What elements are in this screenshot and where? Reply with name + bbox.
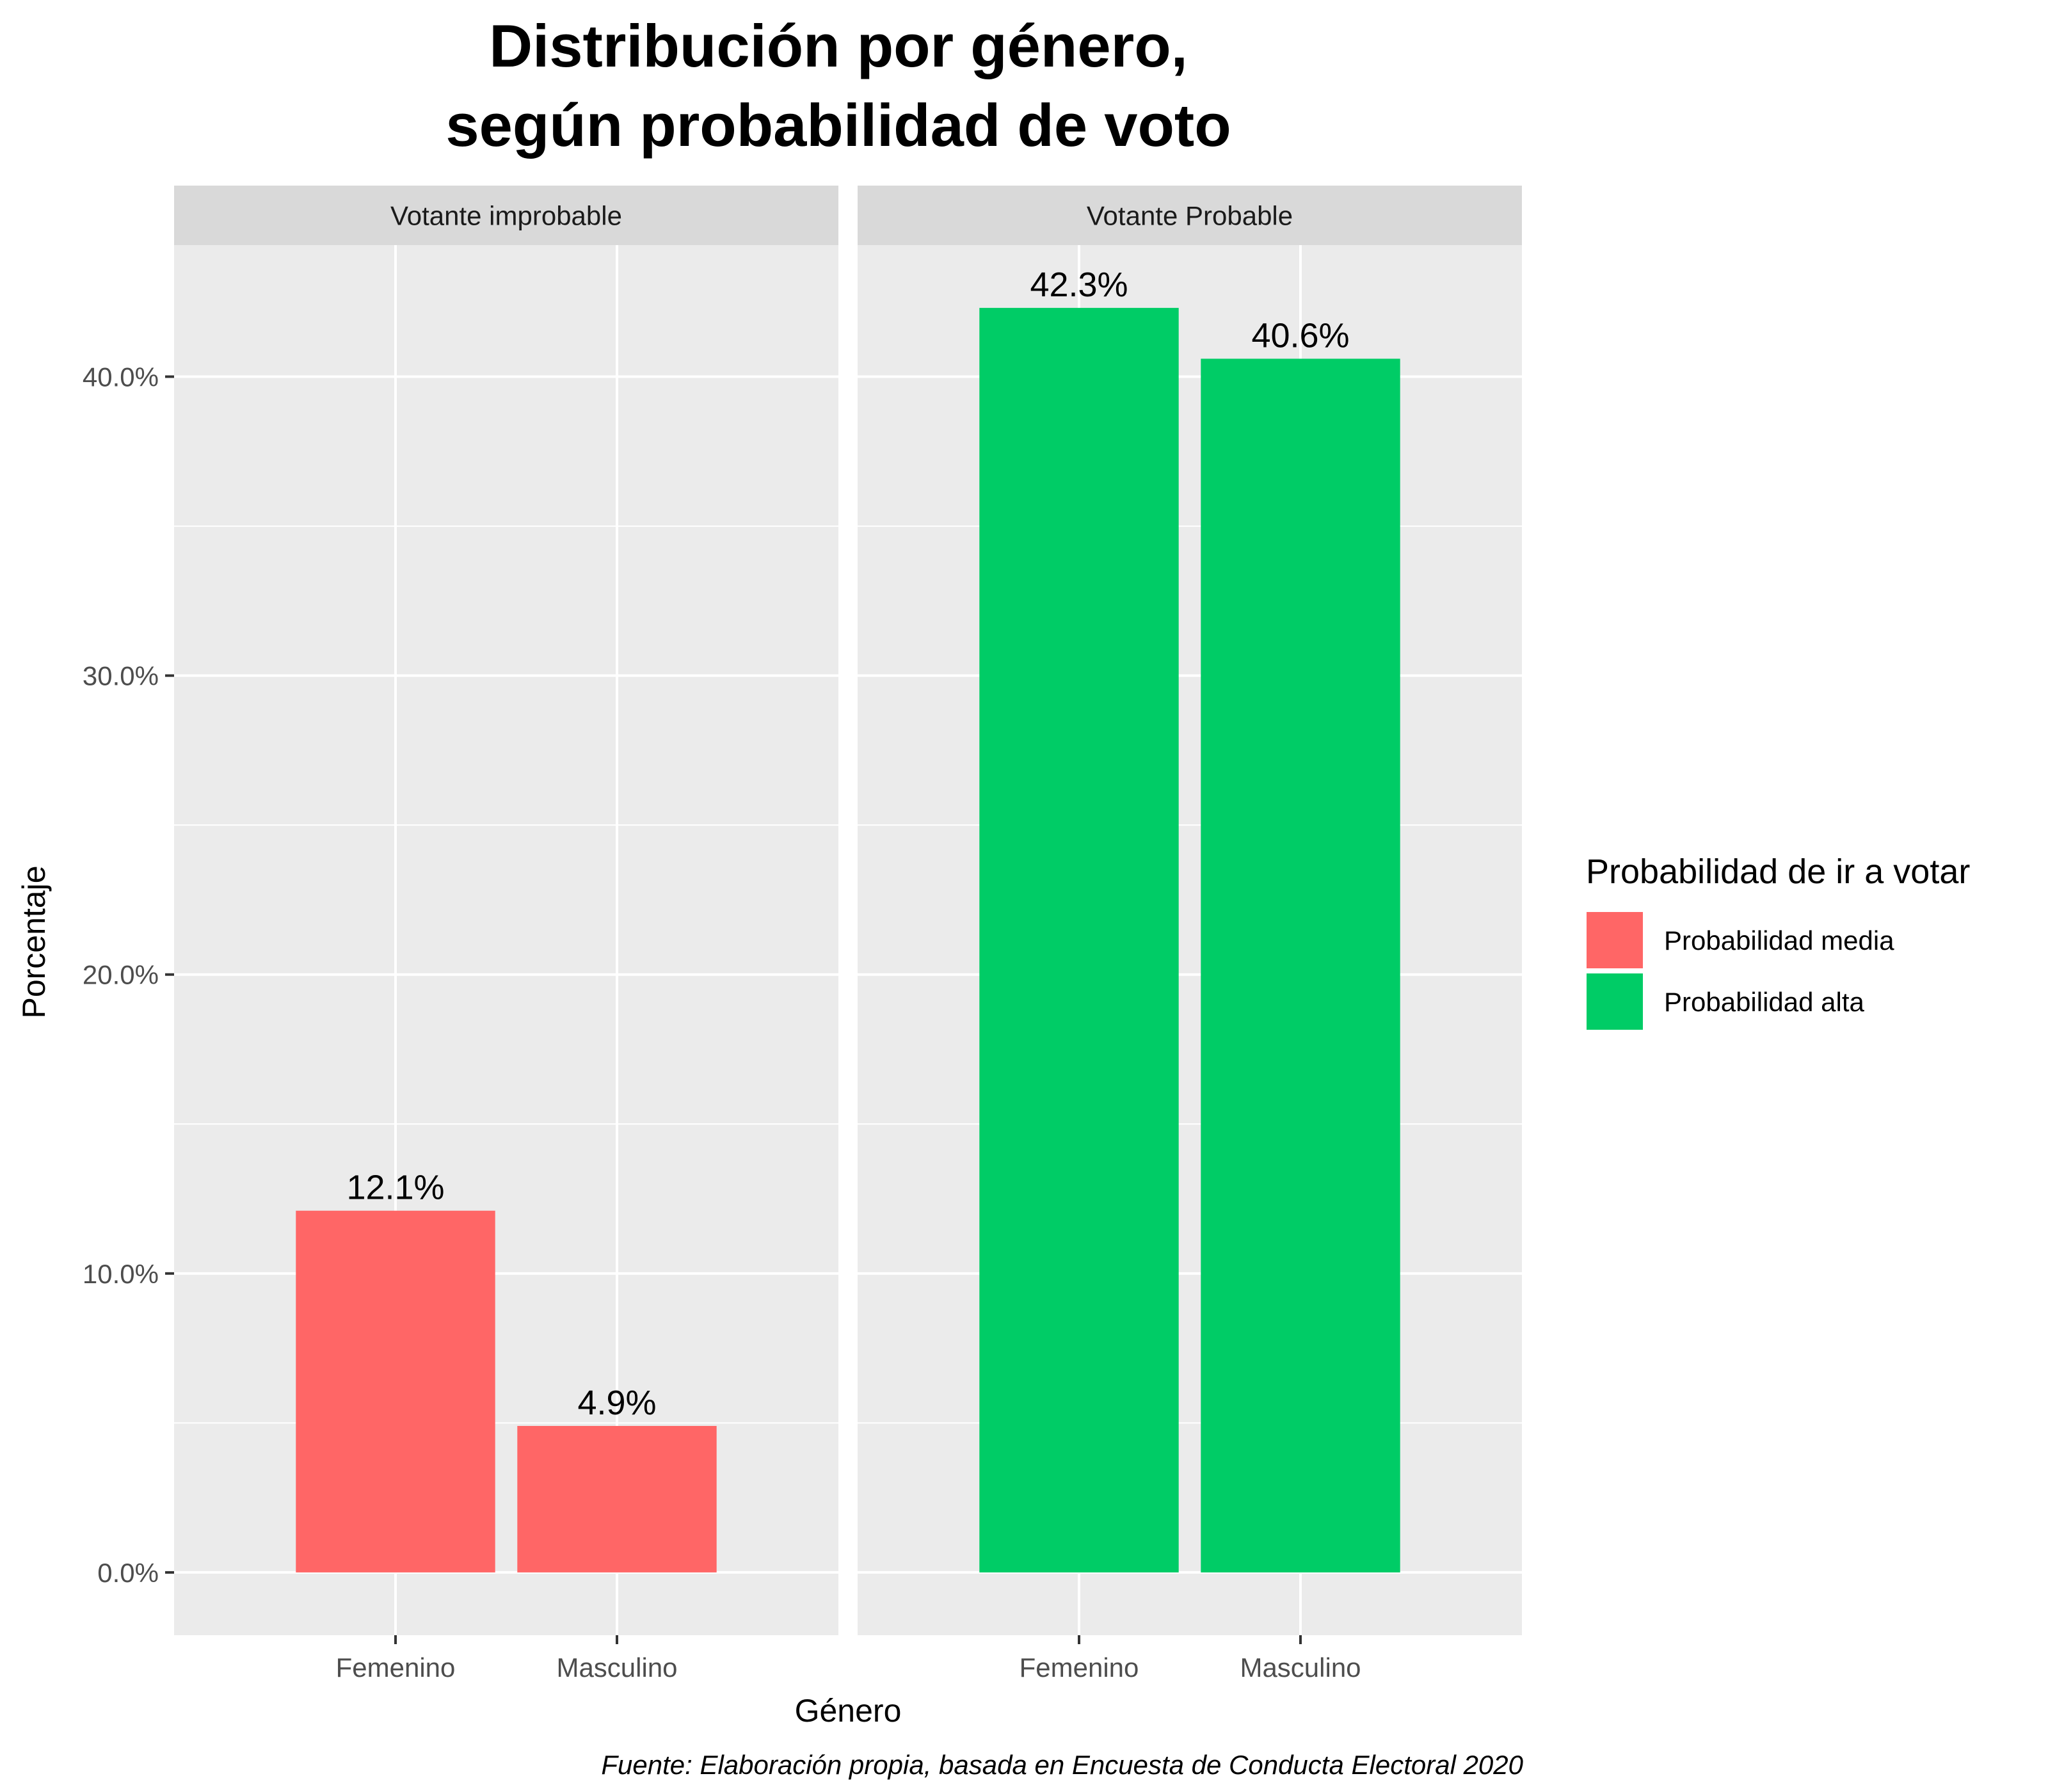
legend-key bbox=[1585, 972, 1644, 1031]
y-axis: 0.0% 10.0% 20.0% 30.0% 40.0% bbox=[83, 362, 174, 1588]
legend-entry-label: Probabilidad alta bbox=[1664, 987, 1865, 1017]
x-axis-title: Género bbox=[795, 1693, 902, 1729]
bar-masculino bbox=[1201, 358, 1400, 1572]
x-tick-label: Masculino bbox=[1240, 1652, 1361, 1683]
bar-data-label: 42.3% bbox=[1030, 266, 1128, 304]
y-tick-label: 40.0% bbox=[83, 362, 159, 392]
y-tick-label: 30.0% bbox=[83, 661, 159, 691]
y-tick-label: 0.0% bbox=[97, 1558, 159, 1588]
panel-background bbox=[174, 245, 838, 1635]
legend: Probabilidad de ir a votar Probabilidad … bbox=[1585, 852, 1970, 1031]
legend-title: Probabilidad de ir a votar bbox=[1586, 852, 1970, 891]
y-tick-label: 20.0% bbox=[83, 960, 159, 990]
chart-caption: Fuente: Elaboración propia, basada en En… bbox=[601, 1750, 1523, 1780]
y-axis-title: Porcentaje bbox=[16, 865, 52, 1018]
bar-femenino bbox=[979, 308, 1179, 1572]
y-tick-label: 10.0% bbox=[83, 1259, 159, 1289]
x-tick-label: Masculino bbox=[556, 1652, 677, 1683]
facets: 12.1% 4.9% Votante improbable Femenino Mascu… bbox=[174, 186, 1522, 1683]
facet-panel-2: 42.3% 40.6% Votante Probable Femenino Mascul… bbox=[858, 186, 1522, 1683]
bar-data-label: 40.6% bbox=[1251, 316, 1349, 355]
bar-masculino bbox=[517, 1426, 717, 1572]
x-tick-label: Femenino bbox=[1020, 1652, 1139, 1683]
bar-data-label: 4.9% bbox=[577, 1384, 656, 1422]
facet-strip bbox=[858, 186, 1522, 245]
chart-title-line-1: Distribución por género, bbox=[489, 12, 1188, 79]
legend-key bbox=[1585, 911, 1644, 970]
facet-strip-label: Votante Probable bbox=[1087, 201, 1293, 231]
legend-entry-label: Probabilidad media bbox=[1664, 925, 1894, 956]
facet-panel-1: 12.1% 4.9% Votante improbable Femenino Mascu… bbox=[174, 186, 838, 1683]
panel-background bbox=[858, 245, 1522, 1635]
x-tick-label: Femenino bbox=[336, 1652, 456, 1683]
facet-strip-label: Votante improbable bbox=[390, 201, 622, 231]
bar-data-label: 12.1% bbox=[346, 1169, 444, 1207]
chart-title-line-2: según probabilidad de voto bbox=[445, 92, 1231, 159]
bar-femenino bbox=[296, 1210, 495, 1572]
facet-strip bbox=[174, 186, 838, 245]
